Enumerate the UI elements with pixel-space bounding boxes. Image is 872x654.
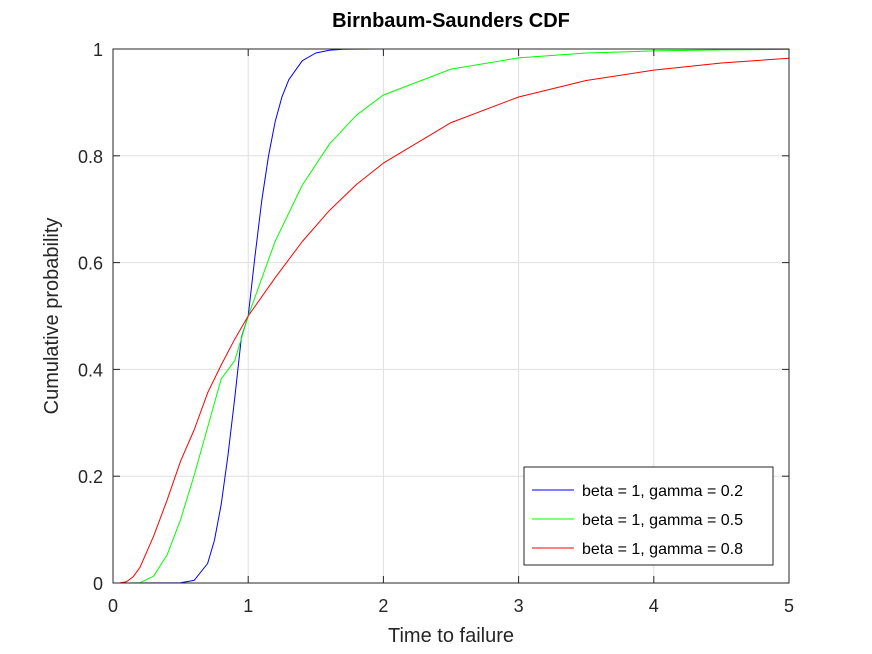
x-axis-label: Time to failure <box>388 625 514 647</box>
y-tick-label: 0.4 <box>78 360 103 380</box>
x-tick-label: 3 <box>514 596 524 616</box>
x-tick-label: 2 <box>378 596 388 616</box>
y-axis-label: Cumulative probability <box>41 218 63 415</box>
ticks <box>112 48 790 584</box>
y-tick-label: 0.6 <box>78 254 103 274</box>
chart-title: Birnbaum-Saunders CDF <box>332 10 570 32</box>
legend-box <box>523 466 774 566</box>
legend[interactable]: beta = 1, gamma = 0.2 beta = 1, gamma = 0… <box>523 466 774 566</box>
x-tick-label: 1 <box>243 596 253 616</box>
tick-labels: 0 1 2 3 4 5 0 0.2 0.4 0.6 0.8 1 <box>78 40 794 616</box>
series-line-2 <box>113 48 790 584</box>
legend-label-3: beta = 1, gamma = 0.8 <box>582 541 743 558</box>
x-tick-label: 0 <box>108 596 118 616</box>
x-tick-label: 4 <box>649 596 659 616</box>
legend-entries: beta = 1, gamma = 0.2 beta = 1, gamma = 0… <box>532 483 743 558</box>
y-tick-label: 0.2 <box>78 467 103 487</box>
y-tick-label: 1 <box>93 40 103 60</box>
y-tick-label: 0.8 <box>78 147 103 167</box>
legend-label-2: beta = 1, gamma = 0.5 <box>582 512 743 529</box>
x-tick-label: 5 <box>784 596 794 616</box>
axes-box <box>112 48 790 584</box>
series-line-3 <box>112 57 790 584</box>
y-tick-label: 0 <box>93 574 103 594</box>
legend-label-1: beta = 1, gamma = 0.2 <box>582 483 743 500</box>
